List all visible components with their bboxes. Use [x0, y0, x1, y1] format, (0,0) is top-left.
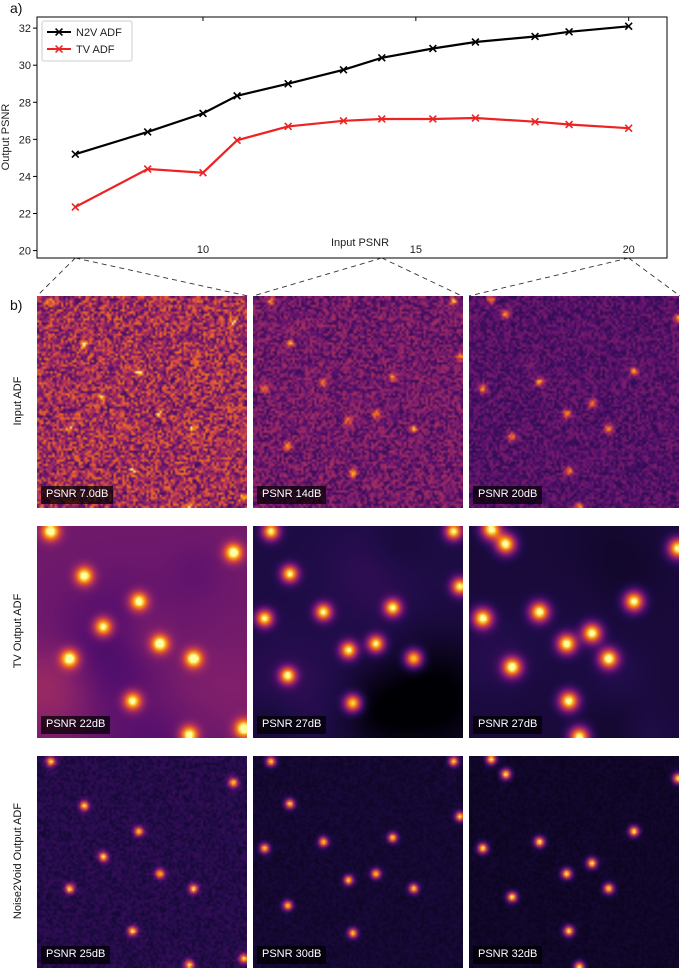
psnr-label: PSNR 25dB [41, 946, 111, 964]
adf-image [253, 526, 463, 738]
psnr-label: PSNR 22dB [41, 716, 111, 734]
y-tick-label: 28 [19, 97, 31, 109]
data-point-tv [71, 203, 80, 211]
data-point-tv [471, 114, 480, 123]
legend-label: TV ADF [76, 44, 115, 56]
y-axis-title: Output PSNR [0, 104, 12, 171]
panel-a-label: a) [10, 0, 23, 16]
zoom-guide [468, 257, 629, 297]
adf-image-tile: PSNR 22dB [37, 526, 247, 738]
adf-image [253, 756, 463, 968]
adf-image [37, 526, 247, 738]
y-tick-label: 22 [19, 209, 31, 221]
x-tick-label: 15 [410, 244, 422, 256]
adf-image-tile: PSNR 14dB [253, 296, 463, 508]
adf-image [253, 296, 463, 508]
x-axis-title: Input PSNR [331, 237, 389, 249]
data-point-n2v [531, 32, 540, 41]
data-point-n2v [284, 79, 293, 88]
legend: N2V ADF TV ADF [41, 20, 133, 62]
adf-image-tile: PSNR 20dB [469, 296, 679, 508]
series-markers [71, 22, 633, 211]
zoom-guide [75, 257, 249, 297]
zoom-guide [381, 257, 463, 297]
data-point-tv [199, 168, 207, 177]
row-label: Noise2Void Output ADF [12, 802, 24, 920]
row-label: Input ADF [12, 376, 24, 426]
data-point-n2v [377, 53, 386, 62]
data-point-tv [233, 136, 242, 145]
zoom-guide-lines [36, 257, 681, 297]
zoom-guide [36, 257, 76, 297]
legend-marker [55, 45, 63, 53]
adf-image-tile: PSNR 27dB [253, 526, 463, 738]
row-label: TV Output ADF [12, 593, 24, 669]
y-axis-ticks: 20 22 24 26 28 30 32 [19, 23, 37, 258]
psnr-label: PSNR 27dB [473, 716, 543, 734]
data-point-n2v [471, 38, 480, 46]
data-point-tv [377, 114, 386, 123]
psnr-label: PSNR 7.0dB [41, 486, 114, 504]
data-point-n2v [339, 65, 348, 74]
adf-image [469, 526, 679, 738]
adf-image [469, 296, 679, 508]
psnr-label: PSNR 14dB [257, 486, 327, 504]
adf-image [37, 756, 247, 968]
zoom-guide [252, 257, 382, 297]
data-point-n2v [428, 44, 437, 53]
series-lines [74, 25, 629, 208]
data-point-tv [565, 120, 574, 129]
data-point-tv [339, 116, 348, 125]
x-tick-label: 10 [197, 244, 209, 256]
psnr-label: PSNR 20dB [473, 486, 543, 504]
y-tick-label: 30 [19, 60, 31, 72]
y-tick-label: 20 [19, 246, 31, 258]
adf-image-tile: PSNR 25dB [37, 756, 247, 968]
x-tick-label: 20 [623, 244, 635, 256]
series-line-tv-adf [74, 116, 629, 208]
data-point-tv [284, 122, 293, 131]
x-axis-ticks: 10 15 20 [197, 17, 635, 256]
adf-image [37, 296, 247, 508]
data-point-n2v [199, 109, 207, 118]
data-point-tv [624, 124, 633, 133]
y-tick-label: 26 [19, 134, 31, 146]
legend-label: N2V ADF [76, 27, 122, 39]
data-point-tv [428, 114, 437, 123]
adf-image-tile: PSNR 32dB [469, 756, 679, 968]
adf-image-tile: PSNR 27dB [469, 526, 679, 738]
adf-image [469, 756, 679, 968]
plot-area-frame [36, 16, 668, 259]
data-point-tv [143, 165, 152, 173]
y-tick-label: 32 [19, 23, 31, 35]
psnr-line-chart: 20 22 24 26 28 30 32 10 15 20 Input PSNR Output … [0, 16, 681, 297]
panel-b-label: b) [10, 297, 23, 313]
psnr-label: PSNR 32dB [473, 946, 543, 964]
data-point-n2v [233, 91, 242, 100]
data-point-n2v [143, 127, 152, 136]
legend-marker [55, 28, 63, 36]
data-point-n2v [565, 27, 574, 36]
psnr-label: PSNR 27dB [257, 716, 327, 734]
data-point-tv [531, 117, 540, 126]
y-tick-label: 24 [19, 171, 31, 183]
zoom-guide [628, 257, 681, 297]
psnr-label: PSNR 30dB [257, 946, 327, 964]
data-point-n2v [624, 22, 633, 31]
adf-image-tile: PSNR 30dB [253, 756, 463, 968]
series-line-n2v-adf [74, 25, 629, 156]
adf-image-tile: PSNR 7.0dB [37, 296, 247, 508]
data-point-n2v [71, 150, 80, 159]
